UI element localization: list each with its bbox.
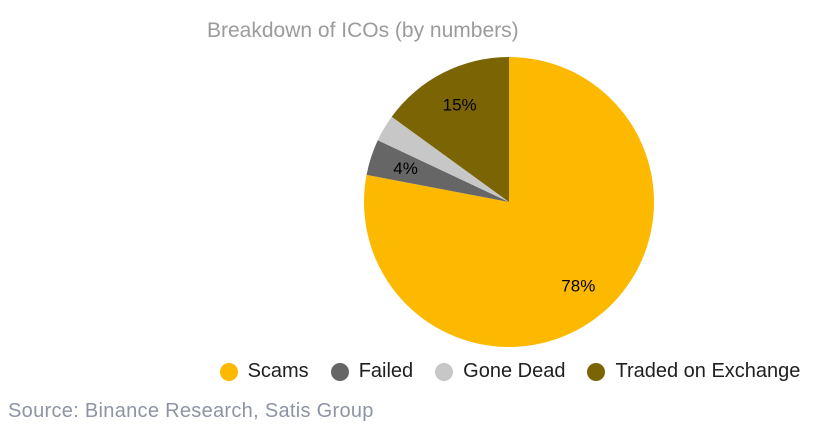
legend-swatch-icon: [219, 362, 238, 381]
pie-slice-traded-on-exchange[interactable]: [391, 57, 509, 202]
pie-slice-gone-dead[interactable]: [377, 116, 509, 202]
legend-item-traded-on-exchange[interactable]: Traded on Exchange: [587, 360, 800, 383]
pie-chart: 78% 4% 15%: [364, 57, 654, 347]
legend-label: Traded on Exchange: [615, 360, 801, 382]
slice-label-scams: 78%: [561, 276, 595, 295]
legend-swatch-icon: [330, 362, 349, 381]
slice-label-traded-on-exchange: 15%: [443, 96, 477, 115]
pie-slice-failed[interactable]: [366, 140, 509, 202]
legend-item-gone-dead[interactable]: Gone Dead: [435, 360, 565, 383]
legend-item-scams[interactable]: Scams: [219, 360, 309, 383]
source-note: Source: Binance Research, Satis Group: [8, 400, 374, 422]
pie-slice-scams[interactable]: [364, 57, 654, 347]
legend-label: Scams: [247, 360, 309, 382]
chart-title: Breakdown of ICOs (by numbers): [207, 19, 519, 42]
slice-label-failed: 4%: [393, 159, 418, 178]
legend-swatch-icon: [435, 362, 454, 381]
legend-swatch-icon: [587, 362, 606, 381]
legend-label: Failed: [358, 360, 414, 382]
chart-legend: Scams Failed Gone Dead Traded on Exchang…: [160, 360, 814, 383]
legend-label: Gone Dead: [463, 360, 566, 382]
legend-item-failed[interactable]: Failed: [330, 360, 414, 383]
